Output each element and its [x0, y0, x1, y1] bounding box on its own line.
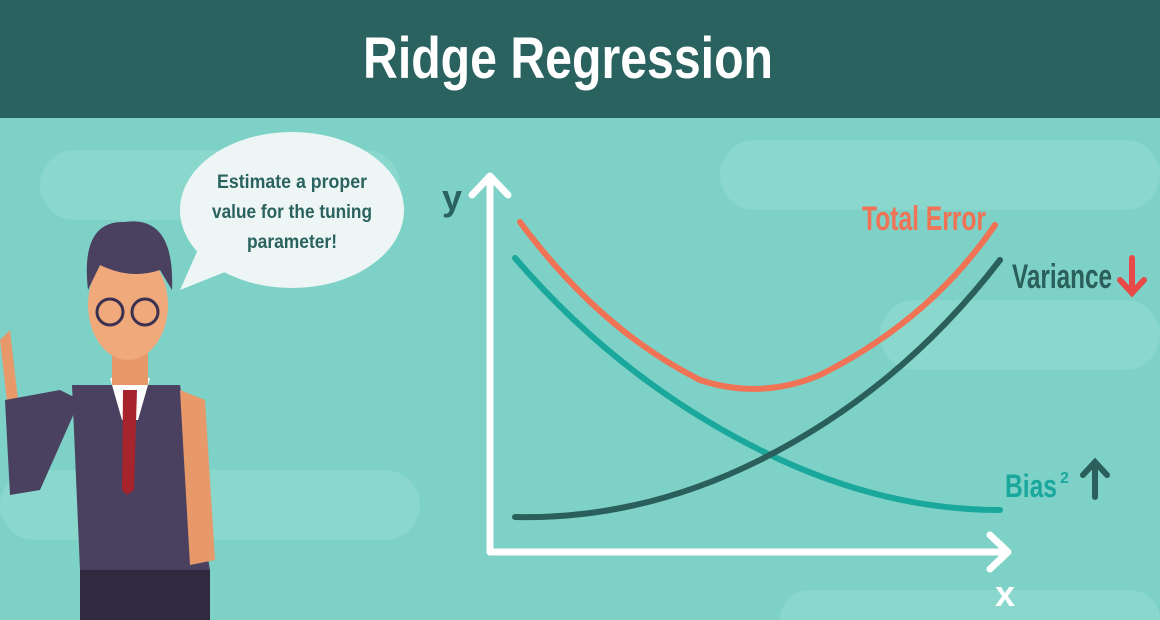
curve-label: Bias	[1005, 468, 1057, 504]
superscript: 2	[1060, 470, 1069, 487]
variance-curve	[512, 257, 1003, 521]
curves	[512, 219, 1003, 521]
x-axis-label: x	[995, 573, 1015, 614]
bias-curve	[512, 255, 1003, 513]
bubble-line: parameter!	[247, 232, 337, 253]
total-error-curve	[517, 219, 998, 392]
bubble-line: value for the tuning	[212, 202, 372, 223]
bubble-line: Estimate a proper	[217, 172, 368, 193]
title: Ridge Regression	[363, 26, 773, 91]
axes	[468, 172, 1012, 573]
down-arrow-icon	[1117, 255, 1147, 298]
up-arrow-icon	[1080, 457, 1110, 500]
curve-label: Total Error	[862, 200, 986, 238]
curve-label: Variance	[1012, 258, 1112, 296]
header-bar	[0, 0, 1160, 118]
character	[0, 221, 215, 620]
speech-bubble: Estimate a proper value for the tuning p…	[180, 132, 404, 290]
y-axis-label: y	[442, 177, 462, 218]
